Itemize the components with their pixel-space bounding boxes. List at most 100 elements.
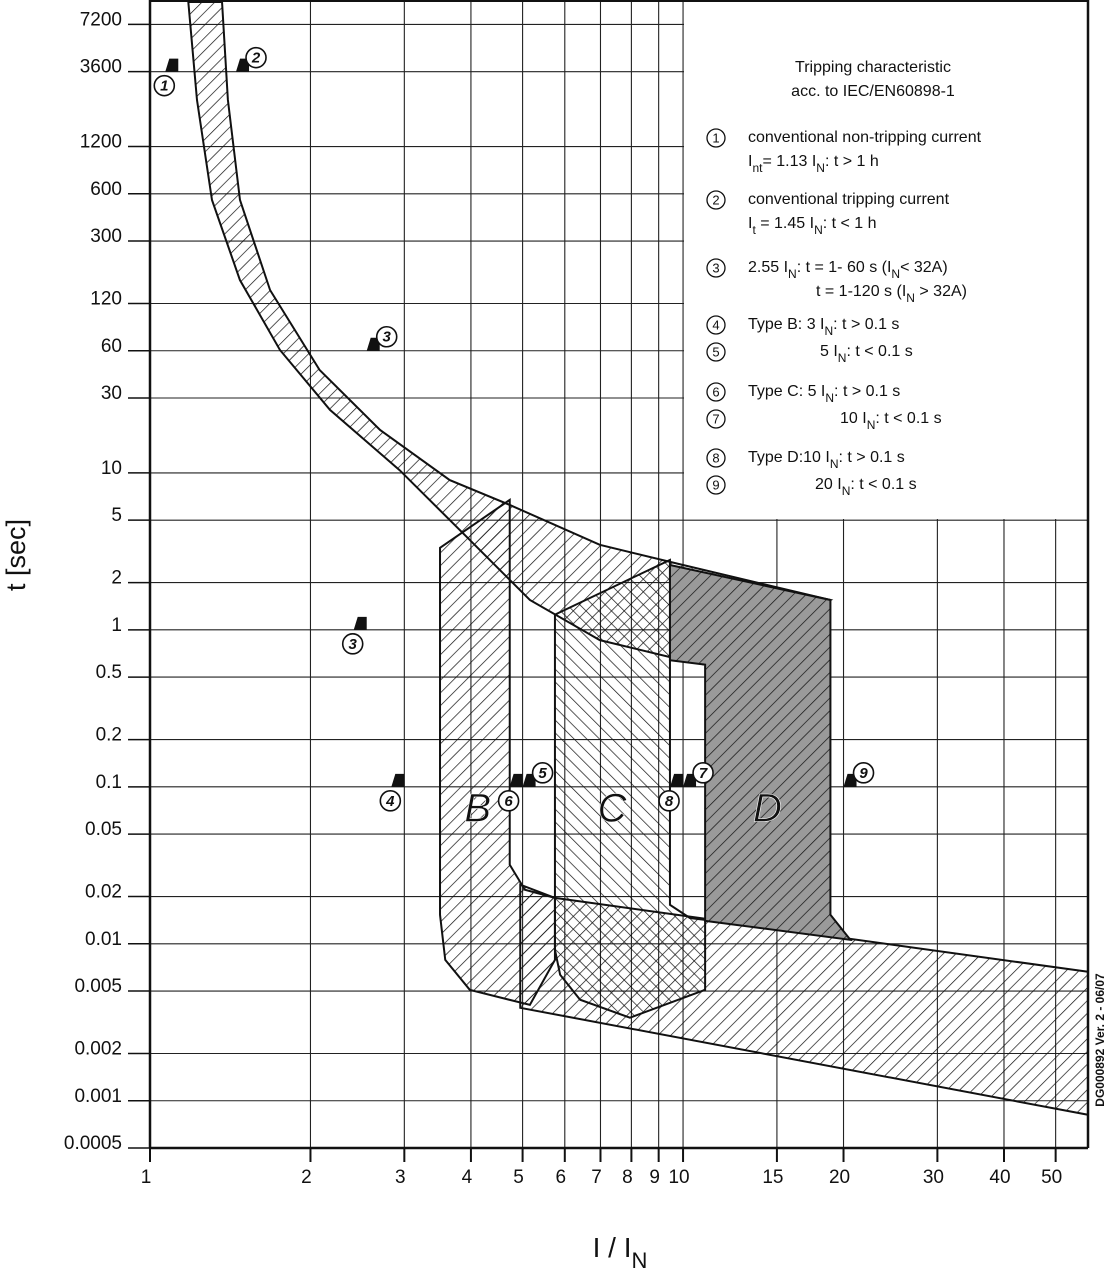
y-axis-label: t [sec] — [1, 519, 31, 591]
marker-number: 8 — [665, 793, 674, 810]
marker-number: 9 — [859, 765, 868, 782]
y-tick-label: 0.01 — [85, 929, 122, 950]
legend-number: 3 — [712, 260, 719, 275]
region-label: C — [598, 787, 628, 831]
legend-text: It = 1.45 IN: t < 1 h — [748, 215, 877, 237]
legend-circle — [706, 448, 726, 468]
x-tick-label: 1 — [141, 1167, 152, 1188]
legend-text-part: = 1.45 I — [756, 215, 814, 232]
y-tick-label: 2 — [111, 568, 122, 589]
legend-text: Type D:10 IN: t > 0.1 s — [748, 449, 905, 471]
marker-flag — [683, 773, 697, 787]
x-tick-label: 10 — [668, 1167, 689, 1188]
legend-text-part: N — [838, 351, 847, 365]
marker-flag — [353, 616, 367, 630]
y-tick-label: 0.0005 — [64, 1133, 122, 1154]
legend-text-part: N — [825, 391, 834, 405]
x-tick-label: 7 — [591, 1167, 602, 1188]
legend-number: 2 — [712, 192, 719, 207]
marker-circle — [153, 74, 176, 97]
x-tick-label: 40 — [989, 1167, 1010, 1188]
marker-circle — [658, 790, 680, 812]
marker-number: 2 — [251, 50, 261, 67]
marker-circle — [497, 790, 520, 812]
legend-text-part: N — [906, 291, 915, 305]
marker-circle — [531, 762, 554, 784]
y-tick-label: 0.05 — [85, 819, 122, 840]
legend-text: conventional tripping current — [748, 191, 950, 208]
legend-text: 10 IN: t < 0.1 s — [840, 410, 942, 432]
legend-text-part: conventional tripping current — [748, 191, 950, 208]
y-tick-label: 600 — [90, 179, 122, 200]
y-tick-label: 300 — [90, 226, 122, 247]
marker-number: 1 — [160, 78, 168, 95]
x-tick-label: 20 — [829, 1167, 850, 1188]
legend-text-part: : t < 0.1 s — [846, 343, 912, 360]
marker-circle — [379, 790, 402, 812]
x-tick-label: 8 — [622, 1167, 633, 1188]
region — [668, 563, 853, 942]
x-axis-label-part: N — [632, 1248, 648, 1273]
legend-number: 6 — [712, 384, 719, 399]
marker-number: 4 — [385, 793, 395, 810]
legend-text: Type B: 3 IN: t > 0.1 s — [748, 316, 899, 338]
x-tick-label: 6 — [556, 1167, 567, 1188]
legend-title: Tripping characteristic — [795, 59, 951, 76]
marker-flag — [509, 773, 523, 787]
region-label: B — [464, 787, 491, 831]
legend-number: 1 — [712, 130, 719, 145]
marker-flag — [522, 773, 536, 787]
legend-circle — [706, 342, 726, 362]
x-tick-label: 4 — [462, 1167, 473, 1188]
x-tick-label: 15 — [762, 1167, 783, 1188]
legend-text-part: N — [816, 161, 825, 175]
y-tick-label: 3600 — [80, 57, 122, 78]
y-tick-label: 0.002 — [74, 1039, 122, 1060]
legend-text-part: < 32A) — [900, 259, 948, 276]
marker-circle — [852, 762, 875, 784]
region — [553, 558, 707, 1019]
legend-text-part: N — [891, 267, 900, 281]
y-tick-label: 5 — [111, 505, 122, 526]
x-tick-label: 3 — [395, 1167, 406, 1188]
legend-number: 9 — [712, 477, 719, 492]
legend-text: 5 IN: t < 0.1 s — [820, 343, 913, 365]
marker-circle — [245, 46, 267, 69]
x-tick-label: 2 — [301, 1167, 312, 1188]
y-tick-label: 1200 — [80, 132, 122, 153]
legend-text-part: = 1.13 I — [762, 153, 816, 170]
marker-circle — [692, 762, 714, 784]
y-tick-label: 0.005 — [74, 976, 122, 997]
marker-number: 7 — [699, 765, 708, 782]
legend-circle — [706, 258, 726, 278]
marker-circle — [341, 633, 364, 655]
marker-flag — [366, 337, 380, 351]
legend-box — [684, 0, 1087, 519]
marker-number: 6 — [504, 793, 513, 810]
legend-text: 2.55 IN: t = 1- 60 s (IN< 32A) — [748, 259, 948, 281]
y-tick-label: 0.001 — [74, 1086, 122, 1107]
legend-circle — [706, 128, 726, 148]
marker-number: 3 — [349, 636, 358, 653]
legend-text-part: 20 I — [815, 476, 842, 493]
legend-text-part: : t = 1- 60 s (I — [797, 259, 892, 276]
y-tick-label: 7200 — [80, 9, 122, 30]
y-tick-label: 0.02 — [85, 882, 122, 903]
legend-circle — [706, 190, 726, 210]
legend-text-part: N — [830, 457, 839, 471]
legend-circle — [706, 475, 726, 495]
legend-text-part: 5 I — [820, 343, 838, 360]
legend-text-part: : t < 0.1 s — [850, 476, 916, 493]
y-tick-label: 0.1 — [96, 772, 122, 793]
legend-text-part: nt — [752, 161, 763, 175]
y-tick-label: 30 — [101, 383, 122, 404]
x-axis-label: I / IN — [593, 1232, 648, 1273]
legend-text-part: I — [748, 153, 752, 170]
marker-number: 3 — [383, 329, 392, 346]
legend-text-part: N — [824, 324, 833, 338]
legend-text-part: > 32A) — [915, 283, 967, 300]
x-tick-label: 30 — [923, 1167, 944, 1188]
legend-text-part: Type C: 5 I — [748, 383, 825, 400]
marker-flag — [165, 58, 179, 72]
x-tick-label: 5 — [513, 1167, 524, 1188]
